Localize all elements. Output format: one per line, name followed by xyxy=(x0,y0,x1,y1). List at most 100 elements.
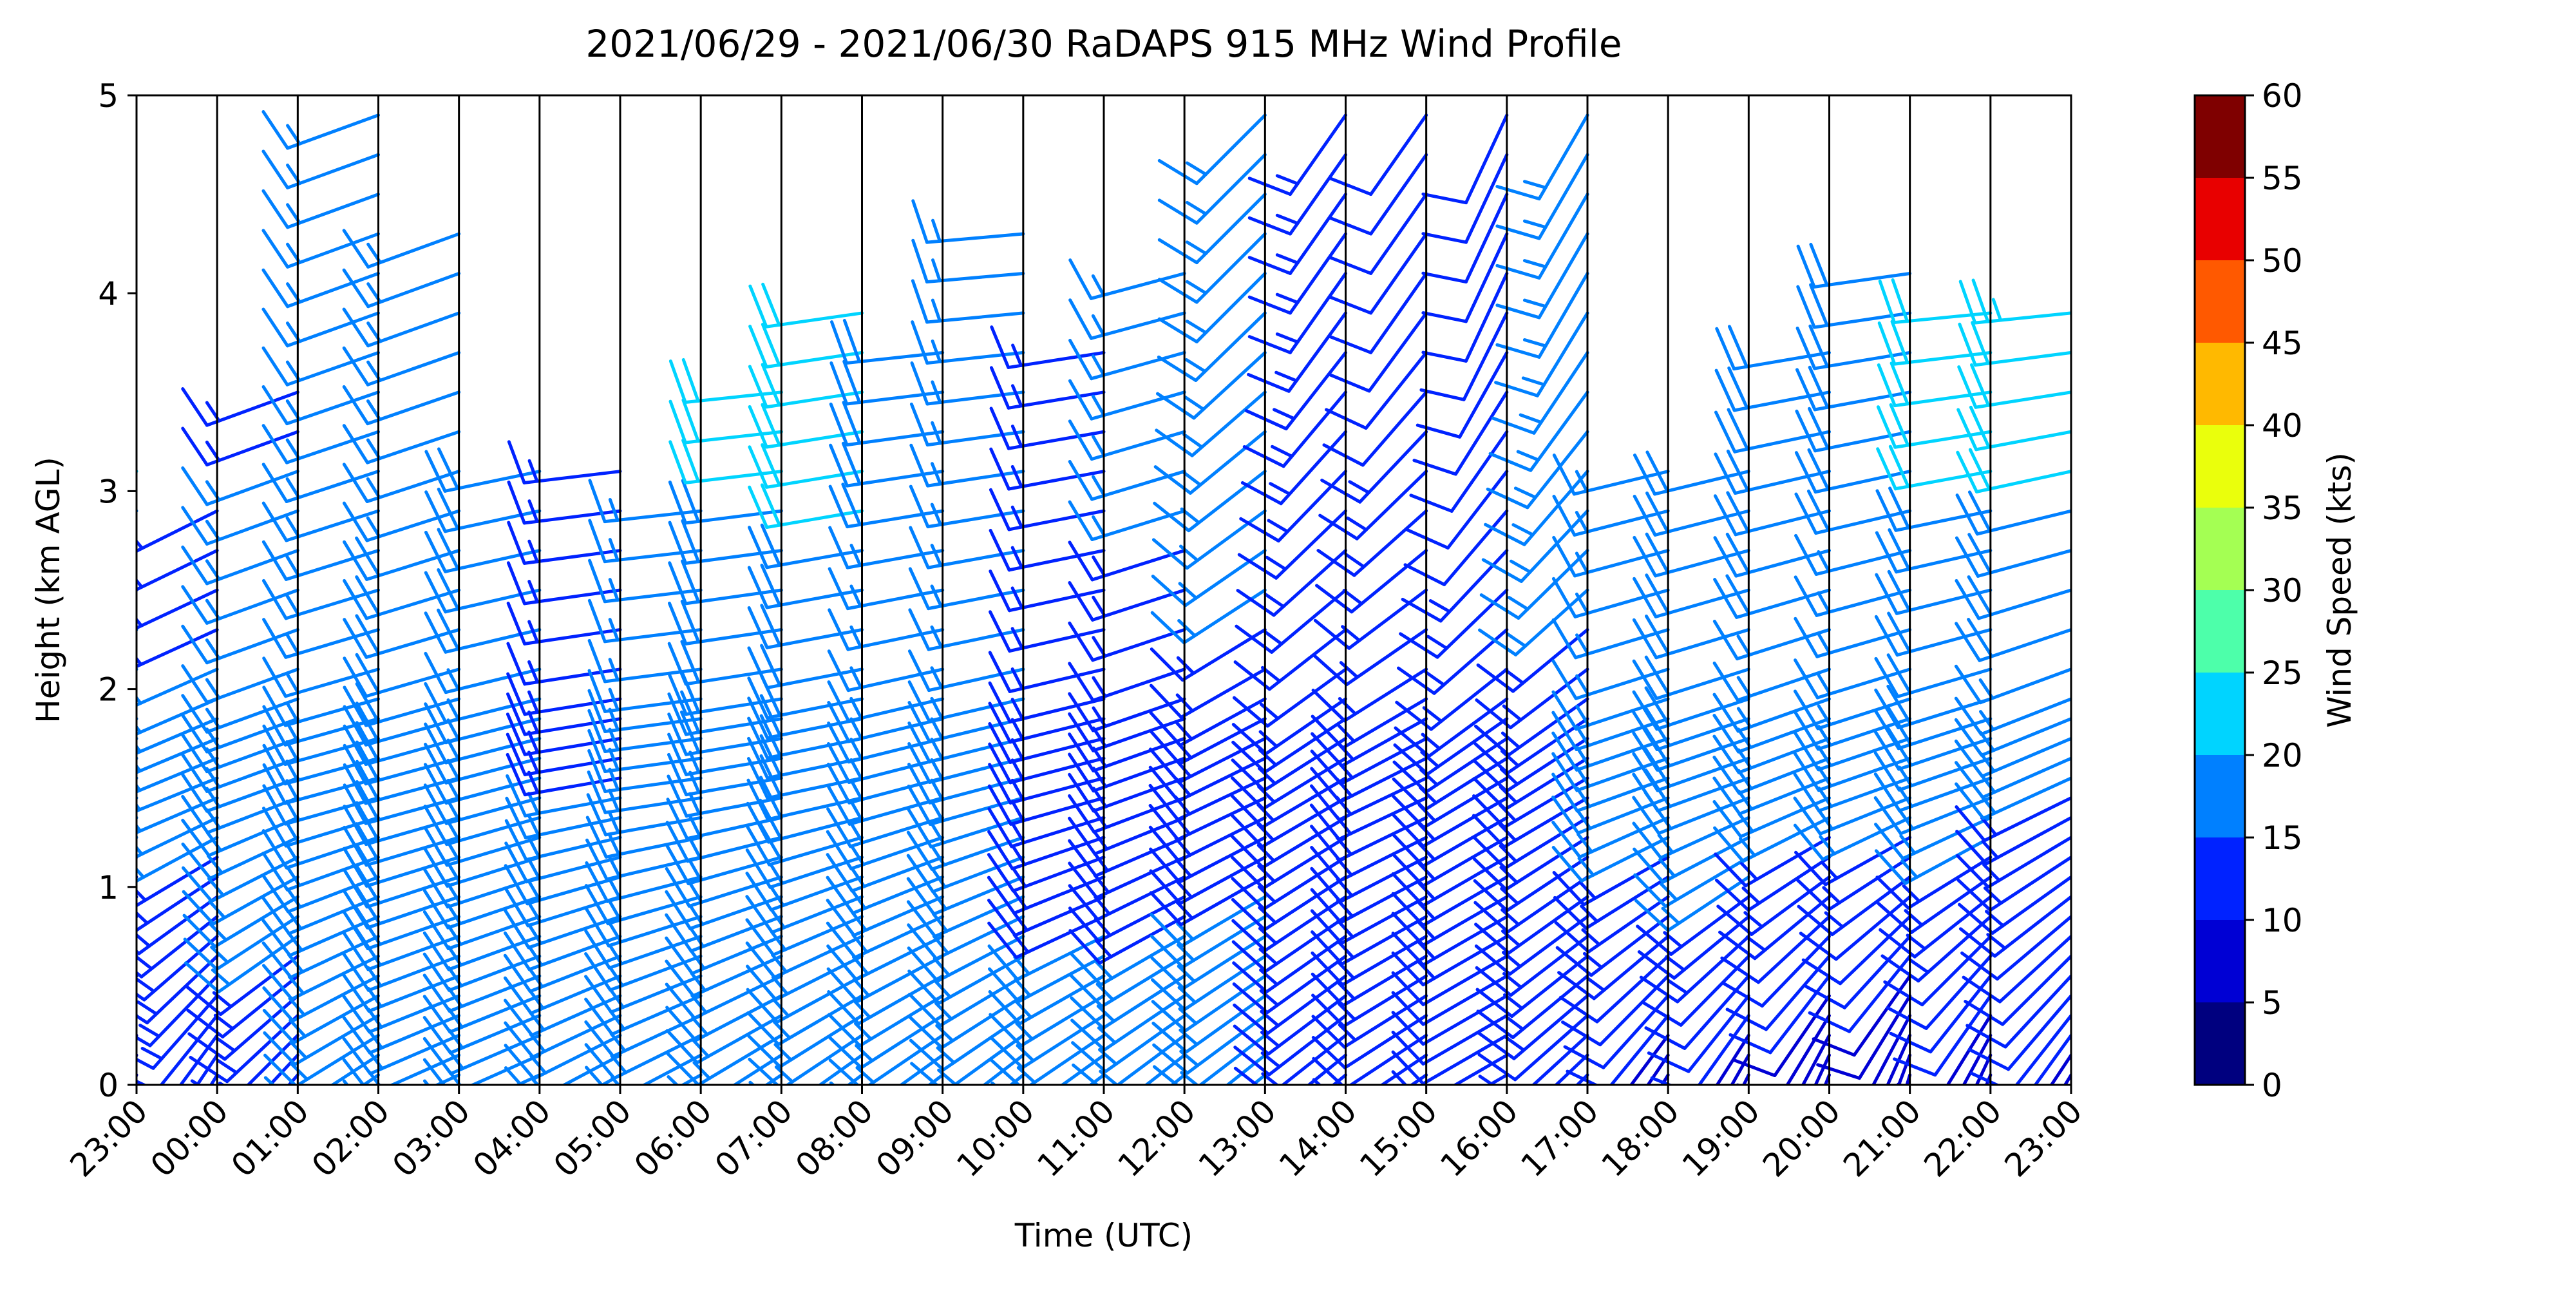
barb-full-tick xyxy=(1310,846,1342,883)
wind-barb xyxy=(1237,509,1347,580)
barb-shaft xyxy=(1094,836,1186,877)
barb-half-tick xyxy=(1015,1022,1034,1041)
colorbar-tick-label: 40 xyxy=(2262,407,2303,445)
barb-full-tick xyxy=(828,484,849,529)
colorbar-segment xyxy=(2195,178,2245,260)
barb-shaft xyxy=(159,1013,219,1085)
wind-barb xyxy=(665,821,783,863)
barb-full-tick xyxy=(1151,1021,1188,1054)
wind-barb xyxy=(747,563,864,609)
barb-shaft xyxy=(1659,816,1750,859)
barb-half-tick xyxy=(608,538,620,562)
barb-half-tick xyxy=(1091,394,1106,417)
barb-full-tick xyxy=(437,528,460,571)
barb-full-tick xyxy=(1563,1045,1605,1069)
wind-barb xyxy=(343,536,461,581)
barb-shaft xyxy=(205,470,299,506)
barb-full-tick xyxy=(1311,930,1344,966)
barb-shaft xyxy=(1979,697,2071,736)
barb-full-tick xyxy=(1309,803,1341,841)
barb-full-tick xyxy=(748,365,768,409)
barb-full-tick xyxy=(747,566,769,609)
barb-half-tick xyxy=(1575,592,1589,615)
barb-half-tick xyxy=(285,701,299,724)
barb-shaft xyxy=(1814,1053,1831,1085)
barb-shaft xyxy=(1338,856,1428,904)
barb-half-tick xyxy=(1513,486,1537,499)
wind-barb xyxy=(1421,153,1509,244)
barb-shaft xyxy=(1977,588,2071,620)
barb-half-tick xyxy=(608,707,620,732)
barb-full-tick xyxy=(1726,491,1750,533)
barb-full-tick xyxy=(181,818,211,857)
barb-half-tick xyxy=(1575,551,1589,575)
barb-shaft xyxy=(1260,776,1347,829)
wind-barb xyxy=(504,1033,622,1081)
wind-barb xyxy=(137,875,219,932)
barb-shaft xyxy=(1179,697,1267,747)
barb-half-tick xyxy=(1522,180,1548,189)
barb-half-tick xyxy=(930,625,943,649)
wind-barb xyxy=(747,604,864,649)
barb-shaft xyxy=(137,549,219,591)
barb-full-tick xyxy=(1421,232,1468,244)
barb-half-tick xyxy=(137,763,142,773)
wind-barb xyxy=(745,935,864,979)
barb-full-tick xyxy=(1311,1015,1346,1049)
barb-full-tick xyxy=(587,770,607,814)
barb-full-tick xyxy=(1808,365,1830,409)
barb-full-tick xyxy=(1967,490,1992,533)
barb-shaft xyxy=(1507,697,1589,757)
barb-shaft xyxy=(443,470,542,493)
barb-shaft xyxy=(694,994,783,1042)
barb-full-tick xyxy=(841,483,862,526)
wind-barb xyxy=(506,732,622,776)
barb-full-tick xyxy=(760,563,782,607)
barb-shaft xyxy=(1008,697,1106,724)
barb-shaft xyxy=(1342,994,1428,1049)
barb-full-tick xyxy=(667,712,688,756)
barb-half-tick xyxy=(285,672,300,694)
wind-barb xyxy=(1874,653,1993,698)
barb-full-tick xyxy=(1551,752,1579,792)
barb-full-tick xyxy=(506,642,527,686)
barb-full-tick xyxy=(1716,904,1754,936)
barb-shaft xyxy=(444,717,542,745)
wind-barb xyxy=(667,1053,783,1085)
barb-half-tick xyxy=(1265,555,1287,571)
barb-shaft xyxy=(846,509,945,529)
barb-shaft xyxy=(1978,627,2071,662)
barb-full-tick xyxy=(505,796,527,839)
barb-full-tick xyxy=(1068,884,1099,921)
wind-barb xyxy=(1242,390,1347,468)
barb-full-tick xyxy=(1875,875,1910,910)
barb-half-tick xyxy=(1010,586,1024,609)
wind-barb xyxy=(1391,994,1509,1046)
barb-shaft xyxy=(388,1053,461,1085)
barb-full-tick xyxy=(667,752,688,797)
barb-full-tick xyxy=(1551,577,1577,618)
barb-shaft xyxy=(1573,549,1670,578)
barb-full-tick xyxy=(1644,686,1671,727)
barb-full-tick xyxy=(1971,321,1990,365)
wind-barb xyxy=(1633,573,1750,618)
barb-shaft xyxy=(1426,717,1509,776)
barb-full-tick xyxy=(907,701,931,743)
barb-half-tick xyxy=(1010,505,1023,529)
barb-shaft xyxy=(1646,1053,1670,1085)
barb-full-tick xyxy=(1715,327,1736,371)
barb-half-tick xyxy=(1904,909,1924,927)
barb-half-tick xyxy=(137,617,144,627)
barb-shaft xyxy=(766,756,864,780)
wind-barb xyxy=(1231,915,1347,973)
colorbar-tick-label: 5 xyxy=(2262,984,2282,1022)
barb-full-tick xyxy=(1645,450,1669,493)
barb-full-tick xyxy=(584,975,613,1014)
wind-barb xyxy=(665,974,783,1020)
barb-full-tick xyxy=(424,702,448,745)
barb-shaft xyxy=(1016,935,1106,982)
barb-shaft xyxy=(1091,627,1186,662)
barb-shaft xyxy=(445,836,542,867)
barb-full-tick xyxy=(748,526,769,569)
barb-shaft xyxy=(599,1073,622,1085)
